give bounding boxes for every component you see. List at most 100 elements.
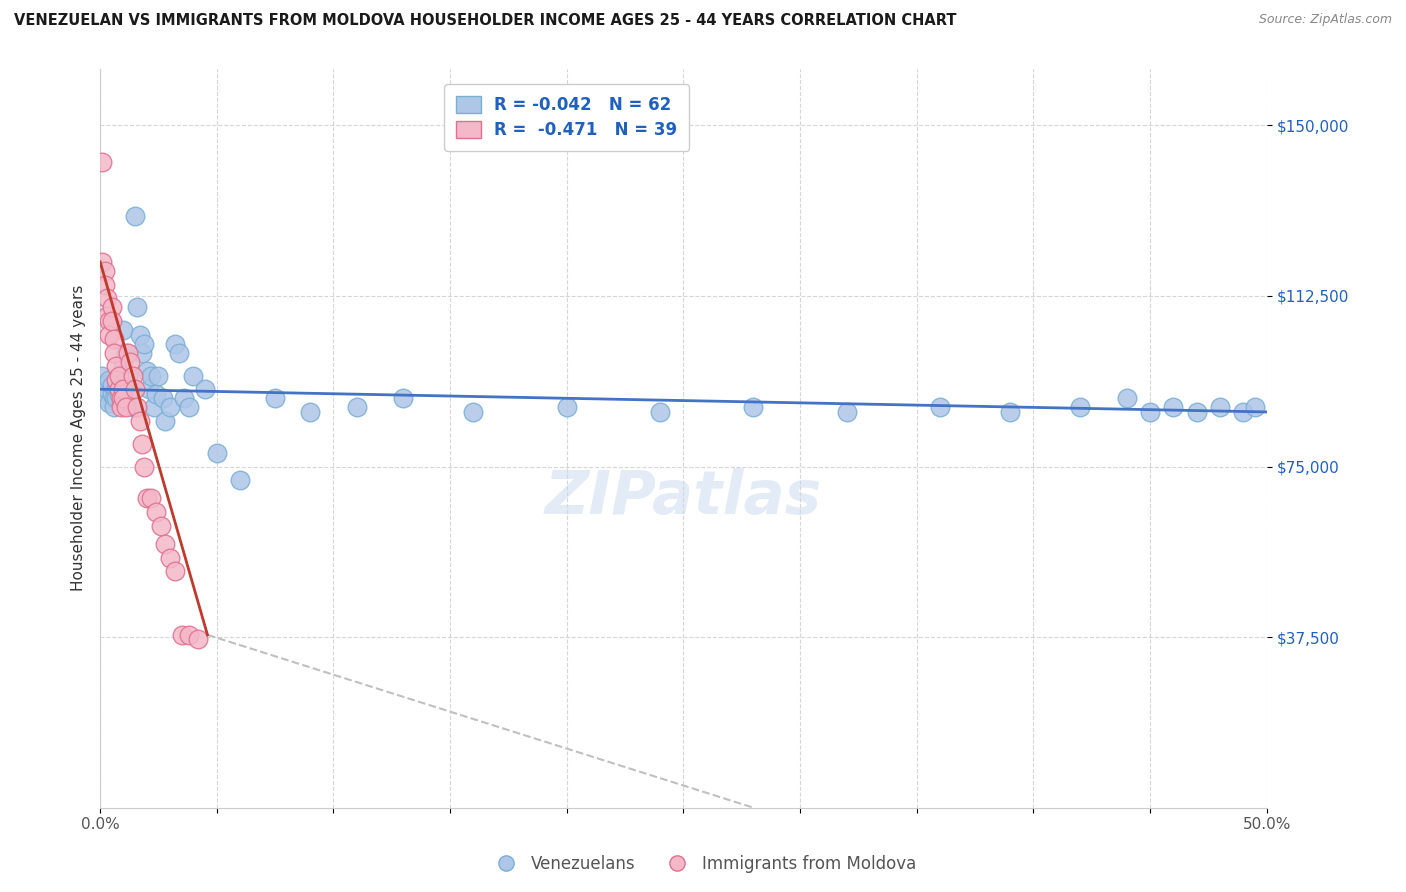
Point	[131, 437, 153, 451]
Text: VENEZUELAN VS IMMIGRANTS FROM MOLDOVA HOUSEHOLDER INCOME AGES 25 - 44 YEARS CORR: VENEZUELAN VS IMMIGRANTS FROM MOLDOVA HO…	[14, 13, 956, 29]
Point	[101, 377, 124, 392]
Point	[96, 392, 118, 406]
Point	[101, 314, 124, 328]
Y-axis label: Householder Income Ages 25 - 44 years: Householder Income Ages 25 - 44 years	[72, 285, 86, 591]
Point	[96, 310, 118, 324]
Point	[98, 396, 121, 410]
Point	[134, 336, 156, 351]
Point	[120, 355, 142, 369]
Point	[112, 382, 135, 396]
Point	[110, 392, 132, 406]
Point	[112, 323, 135, 337]
Point	[135, 491, 157, 506]
Point	[96, 291, 118, 305]
Point	[120, 382, 142, 396]
Point	[105, 382, 128, 396]
Point	[128, 414, 150, 428]
Point	[205, 446, 228, 460]
Point	[1139, 405, 1161, 419]
Text: Source: ZipAtlas.com: Source: ZipAtlas.com	[1258, 13, 1392, 27]
Point	[194, 382, 217, 396]
Point	[131, 346, 153, 360]
Point	[98, 314, 121, 328]
Point	[107, 368, 129, 383]
Point	[105, 373, 128, 387]
Point	[463, 405, 485, 419]
Point	[929, 401, 952, 415]
Point	[145, 505, 167, 519]
Point	[105, 392, 128, 406]
Text: ZIPatlas: ZIPatlas	[546, 467, 823, 527]
Point	[392, 392, 415, 406]
Point	[98, 373, 121, 387]
Legend: Venezuelans, Immigrants from Moldova: Venezuelans, Immigrants from Moldova	[482, 848, 924, 880]
Point	[94, 377, 117, 392]
Point	[94, 277, 117, 292]
Point	[105, 359, 128, 374]
Point	[107, 386, 129, 401]
Point	[177, 628, 200, 642]
Point	[112, 355, 135, 369]
Point	[1163, 401, 1185, 415]
Point	[138, 382, 160, 396]
Point	[134, 459, 156, 474]
Point	[159, 401, 181, 415]
Point	[91, 255, 114, 269]
Point	[1244, 401, 1267, 415]
Point	[114, 346, 136, 360]
Point	[346, 401, 368, 415]
Point	[187, 632, 209, 647]
Point	[229, 473, 252, 487]
Point	[103, 332, 125, 346]
Point	[103, 392, 125, 406]
Point	[648, 405, 671, 419]
Point	[110, 401, 132, 415]
Point	[170, 628, 193, 642]
Point	[101, 386, 124, 401]
Point	[103, 346, 125, 360]
Point	[555, 401, 578, 415]
Legend: R = -0.042   N = 62, R =  -0.471   N = 39: R = -0.042 N = 62, R = -0.471 N = 39	[444, 84, 689, 151]
Point	[110, 396, 132, 410]
Point	[299, 405, 322, 419]
Point	[117, 368, 139, 383]
Point	[141, 491, 163, 506]
Point	[127, 401, 149, 415]
Point	[103, 401, 125, 415]
Point	[91, 154, 114, 169]
Point	[155, 537, 177, 551]
Point	[124, 382, 146, 396]
Point	[94, 386, 117, 401]
Point	[152, 392, 174, 406]
Point	[155, 414, 177, 428]
Point	[117, 346, 139, 360]
Point	[145, 386, 167, 401]
Point	[98, 327, 121, 342]
Point	[1069, 401, 1091, 415]
Point	[121, 401, 143, 415]
Point	[121, 368, 143, 383]
Point	[835, 405, 858, 419]
Point	[183, 368, 205, 383]
Point	[141, 368, 163, 383]
Point	[114, 401, 136, 415]
Point	[177, 401, 200, 415]
Point	[127, 301, 149, 315]
Point	[1209, 401, 1232, 415]
Point	[163, 564, 186, 578]
Point	[1185, 405, 1208, 419]
Point	[128, 327, 150, 342]
Point	[169, 346, 191, 360]
Point	[148, 368, 170, 383]
Point	[742, 401, 765, 415]
Point	[124, 210, 146, 224]
Point	[163, 336, 186, 351]
Point	[159, 550, 181, 565]
Point	[149, 518, 172, 533]
Point	[94, 264, 117, 278]
Point	[1232, 405, 1254, 419]
Point	[91, 368, 114, 383]
Point	[107, 382, 129, 396]
Point	[101, 301, 124, 315]
Point	[998, 405, 1021, 419]
